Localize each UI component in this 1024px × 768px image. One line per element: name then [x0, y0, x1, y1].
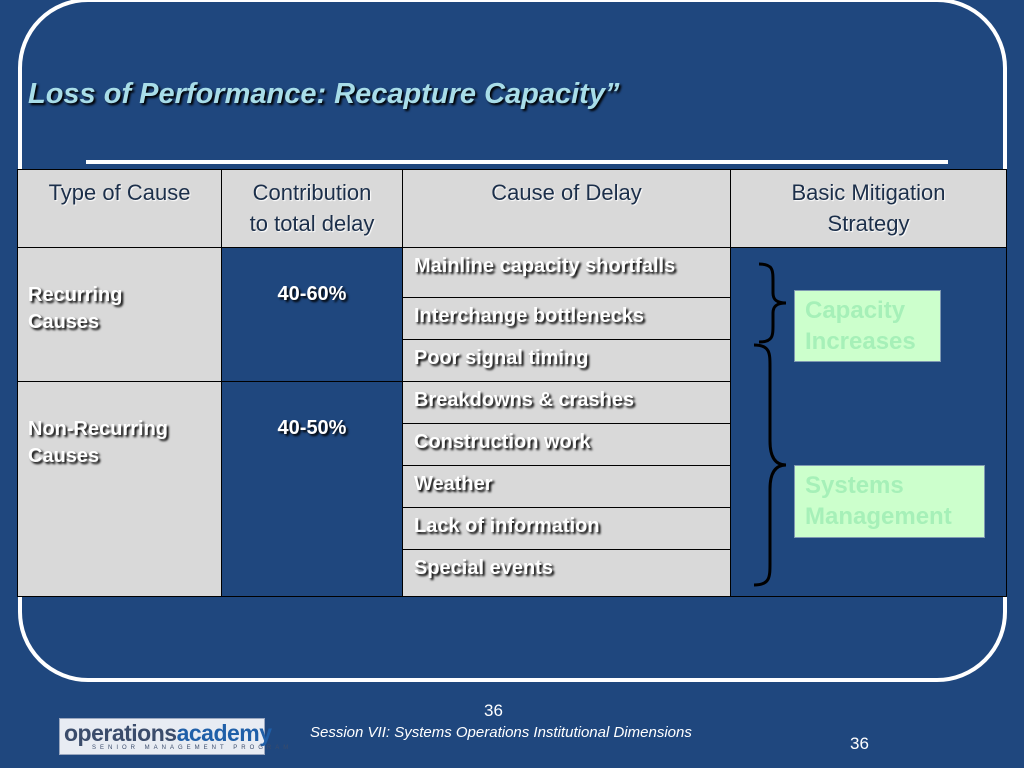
- brace-systems-icon: [753, 343, 787, 587]
- strategy-systems-line2: Management: [805, 503, 952, 530]
- group-nonrecurring-percent: 40-50%: [277, 417, 347, 439]
- strategy-systems-management: Systems Management: [794, 465, 985, 538]
- strategy-systems-line1: Systems: [805, 472, 904, 499]
- title-underline: [86, 160, 948, 164]
- brace-capacity-icon: [758, 262, 787, 344]
- cause-cell: Mainline capacity shortfalls: [403, 248, 731, 298]
- cause-cell: Breakdowns & crashes: [403, 382, 731, 424]
- group-recurring-name: Recurring Causes: [17, 248, 222, 382]
- cause-label: Construction work: [414, 431, 591, 453]
- cause-label: Special events: [414, 557, 553, 579]
- header-cause-of-delay-label: Cause of Delay: [491, 180, 642, 205]
- group-recurring-percent: 40-60%: [277, 283, 347, 305]
- logo-word-accent: academy: [176, 720, 272, 746]
- header-contribution-line1: Contribution: [252, 180, 372, 205]
- header-contribution: Contribution to total delay: [222, 169, 403, 248]
- header-cause-of-delay: Cause of Delay: [403, 169, 731, 248]
- operations-academy-logo: operationsacademy SENIOR MANAGEMENT PROG…: [59, 718, 288, 755]
- slide-title: Loss of Performance: Recapture Capacity”: [28, 78, 620, 110]
- header-mitigation-line2: Strategy: [827, 211, 910, 236]
- group-nonrecurring-name: Non-Recurring Causes: [17, 382, 222, 597]
- logo-subtitle: SENIOR MANAGEMENT PROGRAM: [92, 745, 293, 751]
- header-mitigation-line1: Basic Mitigation: [791, 180, 946, 205]
- logo-wordmark: operationsacademy: [64, 720, 272, 747]
- page-number-center: 36: [484, 701, 503, 720]
- header-mitigation: Basic Mitigation Strategy: [731, 169, 1007, 248]
- header-contribution-line2: to total delay: [249, 211, 375, 236]
- strategy-capacity-line2: Increases: [805, 328, 916, 355]
- page-number-right: 36: [850, 734, 869, 753]
- header-type-of-cause-label: Type of Cause: [48, 180, 191, 205]
- cause-label: Weather: [414, 473, 493, 495]
- cause-cell: Special events: [403, 550, 731, 597]
- header-type-of-cause: Type of Cause: [17, 169, 222, 248]
- cause-cell: Poor signal timing: [403, 340, 731, 382]
- cause-cell: Interchange bottlenecks: [403, 298, 731, 340]
- logo-word-main: operations: [64, 720, 177, 746]
- group-nonrecurring-line1: Non-Recurring: [28, 418, 168, 440]
- group-recurring-line2: Causes: [28, 311, 100, 333]
- cause-label: Breakdowns & crashes: [414, 389, 635, 411]
- cause-cell: Weather: [403, 466, 731, 508]
- session-footer: Session VII: Systems Operations Institut…: [310, 724, 692, 741]
- cause-label: Lack of information: [414, 515, 600, 537]
- group-recurring-contribution: 40-60%: [222, 248, 403, 382]
- cause-label: Poor signal timing: [414, 347, 589, 369]
- group-nonrecurring-contribution: 40-50%: [222, 382, 403, 597]
- strategy-capacity-line1: Capacity: [805, 297, 906, 324]
- group-recurring-line1: Recurring: [28, 284, 123, 306]
- group-nonrecurring-line2: Causes: [28, 445, 100, 467]
- cause-label: Mainline capacity shortfalls: [414, 255, 676, 277]
- cause-cell: Construction work: [403, 424, 731, 466]
- cause-label: Interchange bottlenecks: [414, 305, 645, 327]
- cause-cell: Lack of information: [403, 508, 731, 550]
- strategy-capacity-increases: Capacity Increases: [794, 290, 941, 362]
